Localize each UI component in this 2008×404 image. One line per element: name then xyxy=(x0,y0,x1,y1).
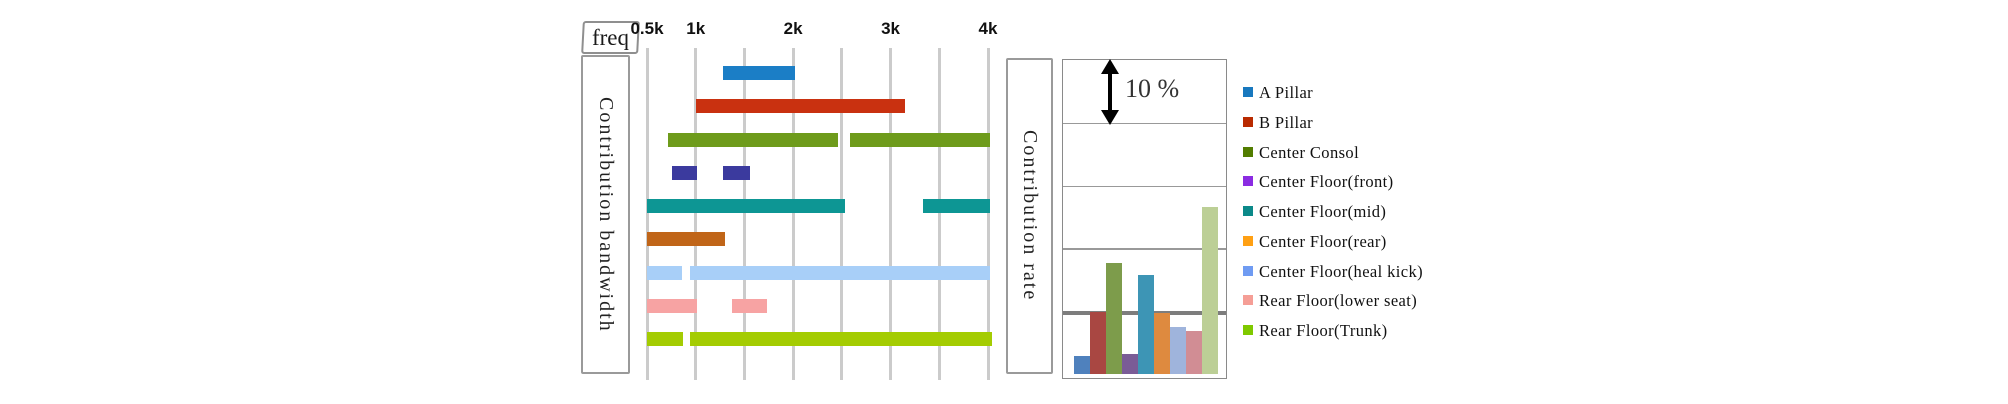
legend-label: Rear Floor(Trunk) xyxy=(1259,321,1388,341)
frequency-tick-label: 2k xyxy=(783,19,803,38)
legend-label: Center Floor(mid) xyxy=(1259,202,1387,222)
legend-swatch xyxy=(1243,87,1253,97)
bandwidth-bar-segment xyxy=(668,132,838,147)
legend-swatch xyxy=(1243,265,1253,276)
legend-label: Rear Floor(lower seat) xyxy=(1259,291,1418,311)
percent-gridline xyxy=(1063,185,1226,188)
bandwidth-bar-segment xyxy=(647,332,684,346)
frequency-tick-label: 0.5k xyxy=(630,19,664,38)
frequency-gridline xyxy=(840,48,844,380)
legend-swatch xyxy=(1243,176,1253,187)
bandwidth-bar-segment xyxy=(731,298,767,313)
frequency-gridline xyxy=(694,48,698,380)
frequency-gridline xyxy=(986,48,990,380)
bandwidth-bar-segment xyxy=(689,332,992,346)
frequency-gridline xyxy=(937,48,941,380)
legend-label: Center Floor(rear) xyxy=(1259,231,1387,251)
bandwidth-panel-label: Contribution bandwidth xyxy=(595,96,617,333)
legend-label: B Pillar xyxy=(1259,112,1314,132)
frequency-gridline xyxy=(645,48,649,380)
percent-gridline xyxy=(1063,122,1226,125)
bandwidth-bar-segment xyxy=(722,66,796,80)
frequency-tick-label: 3k xyxy=(881,19,901,38)
bandwidth-bar-segment xyxy=(672,165,697,180)
legend-swatch xyxy=(1243,325,1253,336)
bandwidth-bar-segment xyxy=(647,199,845,213)
legend-label: A Pillar xyxy=(1259,83,1314,102)
rate-bar xyxy=(1170,326,1187,374)
legend-swatch xyxy=(1243,206,1253,217)
rate-bar xyxy=(1154,313,1171,374)
legend-label: Center Floor(heal kick) xyxy=(1259,261,1424,281)
legend-label: Center Floor(front) xyxy=(1259,172,1394,192)
bandwidth-bar-segment xyxy=(647,298,697,313)
rate-bar xyxy=(1122,353,1139,374)
rate-bar xyxy=(1090,312,1107,374)
legend-swatch xyxy=(1243,146,1253,157)
bandwidth-bar-segment xyxy=(695,99,906,114)
frequency-gridline xyxy=(791,48,795,380)
bandwidth-panel-label-box: Contribution bandwidth xyxy=(581,55,630,374)
legend-swatch xyxy=(1243,235,1253,246)
frequency-tick-label: 4k xyxy=(978,19,998,38)
rate-panel-label-box: Contribution rate xyxy=(1006,58,1053,374)
legend-swatch xyxy=(1243,295,1253,306)
rate-bar xyxy=(1074,355,1091,374)
legend-label: Center Consol xyxy=(1259,142,1360,162)
ten-percent-scale-arrow xyxy=(1101,59,1119,125)
frequency-gridline xyxy=(742,48,746,380)
ten-percent-label: 10 % xyxy=(1125,74,1180,103)
rate-bar xyxy=(1186,331,1203,374)
rate-panel-label: Contribution rate xyxy=(1019,130,1041,302)
rate-bar xyxy=(1202,206,1219,374)
bandwidth-bar-segment xyxy=(689,265,990,280)
legend-swatch xyxy=(1243,116,1253,127)
frequency-tick-label: 1k xyxy=(686,19,706,38)
bandwidth-bar-segment xyxy=(849,132,990,147)
rate-bar xyxy=(1138,275,1155,374)
bandwidth-bar-segment xyxy=(647,265,683,280)
bandwidth-bar-segment xyxy=(722,165,751,180)
bandwidth-bar-segment xyxy=(922,199,990,213)
bandwidth-bar-segment xyxy=(647,232,725,247)
frequency-gridline xyxy=(889,48,893,380)
rate-bar xyxy=(1106,263,1123,374)
rate-chart-plot-area xyxy=(1062,59,1227,379)
percent-gridline xyxy=(1063,248,1226,250)
